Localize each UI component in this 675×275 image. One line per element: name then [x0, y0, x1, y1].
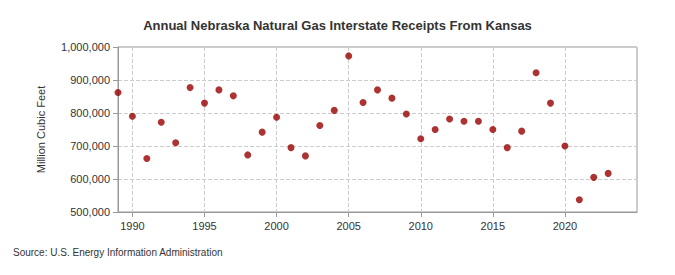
svg-text:900,000: 900,000: [70, 74, 110, 86]
svg-text:1,000,000: 1,000,000: [61, 41, 110, 53]
svg-text:Source: U.S. Energy Informatio: Source: U.S. Energy Information Administ…: [13, 247, 223, 258]
svg-text:1990: 1990: [120, 220, 144, 232]
svg-text:2005: 2005: [336, 220, 360, 232]
svg-text:800,000: 800,000: [70, 107, 110, 119]
svg-text:Annual Nebraska Natural Gas In: Annual Nebraska Natural Gas Interstate R…: [143, 18, 532, 33]
svg-text:Million Cubic Feet: Million Cubic Feet: [35, 86, 47, 173]
svg-text:2000: 2000: [264, 220, 288, 232]
svg-text:1995: 1995: [192, 220, 216, 232]
svg-text:2015: 2015: [481, 220, 505, 232]
svg-text:2010: 2010: [409, 220, 433, 232]
svg-text:500,000: 500,000: [70, 206, 110, 218]
svg-text:700,000: 700,000: [70, 140, 110, 152]
svg-text:2020: 2020: [553, 220, 577, 232]
svg-text:600,000: 600,000: [70, 173, 110, 185]
